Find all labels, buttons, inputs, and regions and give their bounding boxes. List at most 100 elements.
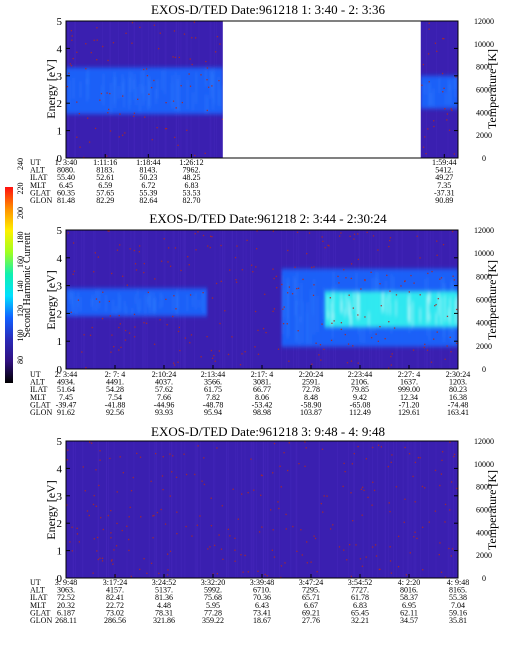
orbit-cell: 3:17:24 [103, 578, 127, 587]
noise-speck [444, 521, 446, 523]
noise-speck [453, 453, 456, 456]
noise-speck [434, 469, 437, 472]
noise-speck [197, 445, 199, 447]
orbit-cell: 3:47:24 [299, 578, 323, 587]
noise-speck [254, 346, 256, 348]
noise-speck [126, 525, 128, 528]
noise-speck [400, 285, 402, 287]
noise-speck [272, 472, 274, 474]
noise-speck [180, 85, 182, 87]
noise-speck [425, 152, 427, 155]
noise-speck [201, 480, 203, 482]
noise-speck [96, 550, 98, 552]
noise-speck [172, 315, 174, 318]
noise-speck [371, 546, 374, 548]
band-streak [209, 69, 212, 99]
band-streak [98, 288, 100, 309]
band-streak [137, 306, 140, 314]
noise-speck [110, 537, 112, 539]
noise-speck [439, 278, 441, 280]
band-streak [293, 276, 295, 296]
noise-speck [430, 361, 433, 363]
noise-speck [313, 266, 315, 268]
band-streak [408, 293, 411, 322]
noise-speck [221, 118, 224, 120]
noise-speck [232, 488, 234, 490]
background-striation [396, 441, 398, 578]
noise-speck [442, 91, 444, 93]
band-streak [87, 68, 89, 99]
orbit-cell: 129.61 [398, 408, 420, 417]
noise-speck [428, 28, 430, 30]
band-streak [195, 293, 197, 310]
noise-speck [395, 486, 398, 488]
noise-speck [241, 353, 243, 355]
orbit-cell: 73.41 [253, 608, 271, 617]
noise-speck [275, 275, 278, 278]
noise-speck [422, 146, 425, 148]
band-streak [286, 278, 289, 319]
noise-speck [280, 486, 282, 488]
noise-speck [112, 563, 114, 565]
noise-speck [321, 323, 323, 325]
band-streak [86, 78, 88, 102]
noise-speck [288, 442, 290, 444]
noise-speck [450, 481, 453, 483]
orbit-cell: 2:27: 4 [398, 370, 420, 379]
noise-speck [152, 537, 154, 539]
noise-speck [172, 56, 174, 58]
noise-speck [353, 233, 356, 235]
band-streak [121, 82, 124, 98]
orbit-cell: 4934. [57, 378, 75, 387]
band-streak [306, 311, 309, 343]
orbit-row-label: ALT [30, 586, 45, 595]
energy-band [66, 288, 208, 317]
noise-speck [234, 549, 236, 551]
noise-speck [417, 457, 420, 459]
noise-speck [283, 452, 285, 454]
noise-speck [195, 249, 197, 251]
noise-speck [107, 59, 109, 62]
noise-speck [315, 342, 317, 344]
y-tick-label: 1 [57, 126, 63, 138]
y-tick-label: 0 [57, 573, 63, 585]
noise-speck [404, 280, 406, 282]
noise-speck [85, 367, 87, 369]
orbit-cell: 61.75 [204, 385, 222, 394]
orbit-cell: 72.78 [302, 385, 320, 394]
noise-speck [414, 501, 416, 503]
noise-speck [313, 535, 315, 537]
band-streak [353, 291, 356, 309]
band-streak [195, 72, 198, 105]
noise-speck [150, 562, 153, 564]
noise-speck [189, 342, 191, 344]
background-striation [224, 230, 226, 369]
noise-speck [124, 329, 127, 332]
noise-speck [166, 324, 168, 326]
y2-tick-label: 10000 [474, 460, 494, 469]
y-tick-label: 4 [57, 253, 63, 265]
background-striation [296, 441, 298, 578]
noise-speck [434, 305, 436, 307]
colorbar-tick-label: 120 [16, 305, 25, 317]
y2-tick-label: 4000 [476, 108, 492, 117]
noise-speck [397, 535, 400, 538]
noise-speck [372, 235, 375, 237]
noise-speck [390, 355, 392, 358]
noise-speck [110, 532, 112, 534]
noise-speck [311, 363, 313, 365]
noise-speck [235, 281, 238, 283]
noise-speck [100, 516, 102, 519]
noise-speck [350, 575, 352, 578]
noise-speck [397, 566, 400, 568]
noise-speck [236, 245, 238, 247]
noise-speck [72, 57, 74, 60]
orbit-cell: 3063. [57, 586, 75, 595]
noise-speck [164, 523, 167, 525]
orbit-cell: 2:23:44 [348, 370, 372, 379]
noise-speck [349, 235, 351, 238]
background-striation [171, 441, 173, 578]
noise-speck [70, 311, 72, 313]
band-streak [192, 92, 194, 111]
